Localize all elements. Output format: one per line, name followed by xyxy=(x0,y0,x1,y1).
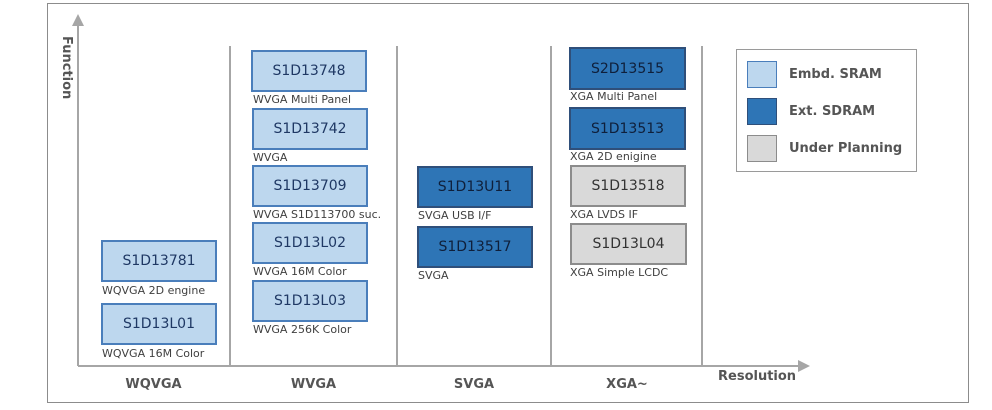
legend-item-plan: Under Planning xyxy=(747,135,902,162)
chip-caption: WVGA 256K Color xyxy=(253,323,352,336)
chip-caption: WVGA xyxy=(253,151,288,164)
legend-label: Under Planning xyxy=(789,141,903,156)
chip-s1d13518: S1D13518 xyxy=(570,165,686,207)
chip-s1d13l03: S1D13L03 xyxy=(252,280,368,322)
column-label-xga: XGA~ xyxy=(606,377,648,392)
chip-caption: XGA 2D enigine xyxy=(570,150,657,163)
chip-s1d13u11: S1D13U11 xyxy=(417,166,533,208)
chip-s1d13517: S1D13517 xyxy=(417,226,533,268)
y-axis-label: Function xyxy=(59,36,74,100)
legend-swatch-sram xyxy=(747,61,777,88)
chip-s1d13l04: S1D13L04 xyxy=(570,223,687,265)
legend: Embd. SRAM Ext. SDRAM Under Planning xyxy=(736,49,917,172)
chip-caption: WQVGA 2D engine xyxy=(102,284,206,297)
chip-s1d13742: S1D13742 xyxy=(252,108,368,150)
legend-swatch-plan xyxy=(747,135,777,162)
chip-s1d13l02: S1D13L02 xyxy=(252,222,368,264)
chip-s1d13781: S1D13781 xyxy=(101,240,217,282)
diagram-frame xyxy=(47,3,969,403)
legend-label: Embd. SRAM xyxy=(789,67,882,82)
chip-caption: XGA LVDS IF xyxy=(570,208,639,221)
column-label-svga: SVGA xyxy=(453,377,495,392)
x-axis-arrow xyxy=(798,360,810,372)
chip-caption: WVGA Multi Panel xyxy=(253,93,352,106)
column-divider xyxy=(550,46,552,367)
chip-caption: XGA Multi Panel xyxy=(570,90,658,103)
chip-caption: WVGA S1D113700 suc. xyxy=(253,208,382,221)
chip-s1d13709: S1D13709 xyxy=(252,165,368,207)
chip-caption: XGA Simple LCDC xyxy=(570,266,669,279)
column-label-wvga: WVGA xyxy=(290,377,337,392)
legend-item-sram: Embd. SRAM xyxy=(747,61,882,88)
chip-caption: WQVGA 16M Color xyxy=(102,347,205,360)
legend-item-sdram: Ext. SDRAM xyxy=(747,98,875,125)
chip-s1d13513: S1D13513 xyxy=(569,107,686,150)
chip-caption: SVGA xyxy=(418,269,449,282)
legend-label: Ext. SDRAM xyxy=(789,104,876,119)
column-divider xyxy=(229,46,231,367)
column-label-wqvga: WQVGA xyxy=(125,377,182,392)
chip-caption: WVGA 16M Color xyxy=(253,265,347,278)
legend-swatch-sdram xyxy=(747,98,777,125)
y-axis-arrow xyxy=(72,14,84,26)
column-divider xyxy=(701,46,703,367)
chip-s1d13l01: S1D13L01 xyxy=(101,303,217,345)
chip-s2d13515: S2D13515 xyxy=(569,47,686,90)
chip-s1d13748: S1D13748 xyxy=(251,50,367,92)
x-axis-label: Resolution xyxy=(718,369,797,384)
column-divider xyxy=(396,46,398,367)
chip-caption: SVGA USB I/F xyxy=(418,209,492,222)
